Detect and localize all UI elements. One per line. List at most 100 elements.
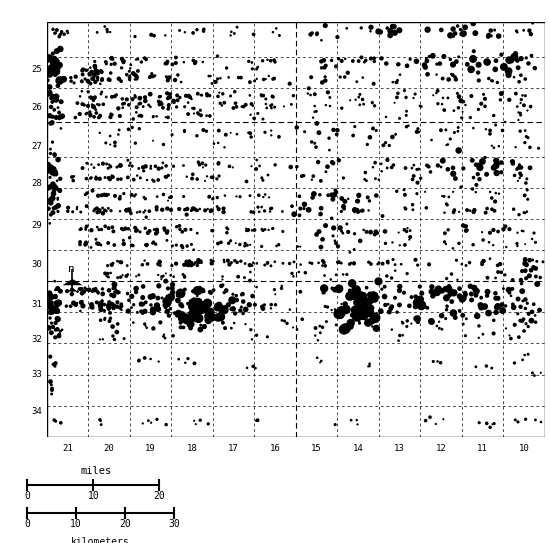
Text: 28: 28 (31, 179, 42, 188)
Point (354, 93, 363, 102)
Point (214, 159, 223, 167)
Point (167, 193, 175, 201)
Point (151, 71, 160, 80)
Point (162, 297, 171, 306)
Point (186, 225, 195, 234)
Point (334, 156, 343, 165)
Point (524, 310, 533, 318)
Point (225, 162, 234, 171)
Point (331, 236, 339, 245)
Point (365, 291, 374, 299)
Point (50, 54, 59, 62)
Point (509, 303, 518, 312)
Point (86, 174, 95, 182)
Point (126, 64, 135, 73)
Point (520, 101, 529, 110)
Point (402, 111, 411, 119)
Point (82, 174, 91, 183)
Point (160, 301, 169, 310)
Point (155, 165, 163, 173)
Point (312, 119, 321, 128)
Point (510, 320, 519, 329)
Point (475, 175, 484, 184)
Point (515, 160, 524, 169)
Point (365, 308, 373, 317)
Point (102, 191, 111, 199)
Point (180, 272, 189, 280)
Point (153, 192, 162, 201)
Point (353, 298, 361, 307)
Point (388, 238, 397, 247)
Point (179, 192, 188, 201)
Point (175, 205, 184, 213)
Point (195, 160, 204, 169)
Point (469, 55, 477, 64)
Point (373, 28, 382, 36)
Point (232, 291, 241, 300)
Point (301, 268, 310, 277)
Point (50, 304, 58, 312)
Point (101, 173, 109, 182)
Point (259, 75, 268, 84)
Point (447, 270, 456, 279)
Point (244, 225, 253, 234)
Point (168, 292, 177, 300)
Point (47, 120, 56, 129)
Point (46, 89, 54, 97)
Point (420, 302, 429, 311)
Point (202, 306, 211, 314)
Point (224, 300, 233, 309)
Point (327, 56, 336, 65)
Point (221, 324, 229, 332)
Point (362, 283, 371, 292)
Point (521, 255, 530, 264)
Point (267, 262, 276, 270)
Point (519, 208, 528, 217)
Point (79, 65, 87, 74)
Point (490, 419, 498, 428)
Point (214, 172, 223, 180)
Point (316, 191, 324, 199)
Point (93, 73, 102, 82)
Point (516, 71, 525, 79)
Point (163, 57, 172, 66)
Point (46, 195, 55, 204)
Point (196, 416, 205, 425)
Point (78, 66, 86, 75)
Point (133, 73, 142, 81)
Point (141, 93, 150, 102)
Point (413, 178, 422, 187)
Point (332, 188, 340, 197)
Point (442, 141, 451, 149)
Point (51, 359, 60, 368)
Point (365, 197, 374, 205)
Point (252, 416, 261, 425)
Point (340, 305, 349, 313)
Point (240, 273, 249, 282)
Point (129, 175, 138, 184)
Point (125, 73, 134, 82)
Point (514, 418, 522, 426)
Point (47, 94, 56, 103)
Point (472, 181, 481, 190)
Point (166, 93, 174, 102)
Point (516, 163, 525, 172)
Point (144, 100, 153, 109)
Point (475, 321, 483, 330)
Point (162, 269, 170, 278)
Point (283, 319, 292, 327)
Point (491, 274, 500, 282)
Point (481, 102, 490, 111)
Point (442, 305, 451, 314)
Point (321, 21, 329, 30)
Point (432, 60, 441, 68)
Point (293, 123, 301, 132)
Point (368, 98, 377, 107)
Point (53, 93, 62, 102)
Point (131, 226, 140, 235)
Point (252, 65, 261, 73)
Point (146, 90, 155, 98)
Point (82, 202, 91, 211)
Point (388, 78, 397, 86)
Point (433, 99, 442, 108)
